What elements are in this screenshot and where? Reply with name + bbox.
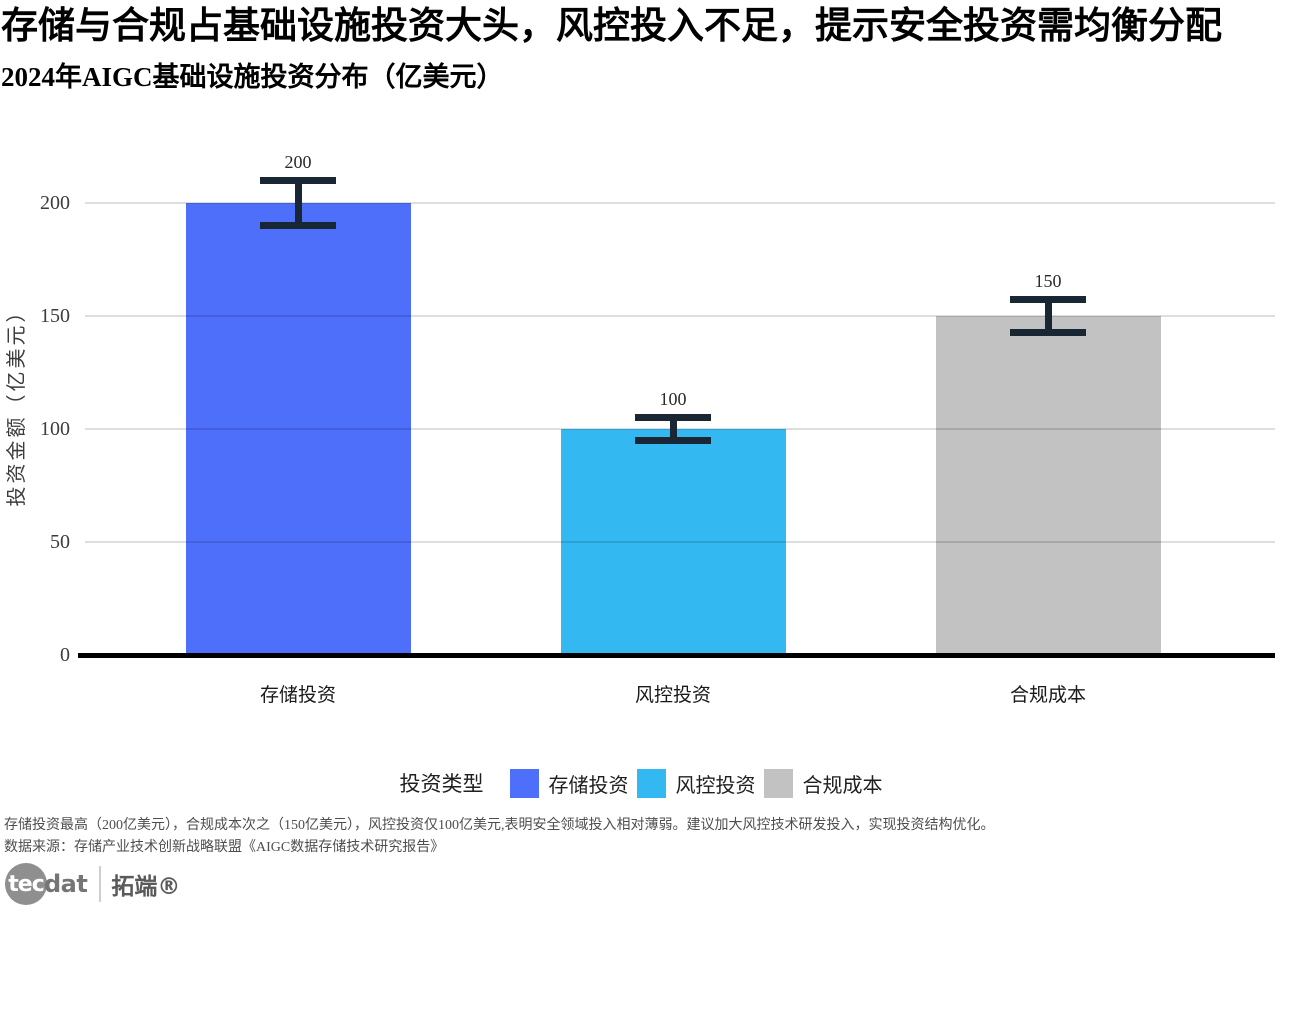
legend-label-compliance: 合规成本	[802, 774, 883, 797]
logo-text-cn: 拓端®	[111, 874, 181, 900]
bar-1	[185, 203, 411, 655]
error-bar-stem	[669, 417, 677, 441]
legend-label-storage: 存储投资	[548, 774, 629, 797]
x-axis-line	[78, 653, 1275, 658]
error-bar-stem	[1044, 299, 1052, 333]
logo-text-dat: dat	[44, 870, 88, 898]
brand-logo: tec dat 拓端®	[5, 862, 180, 906]
y-gridline	[85, 541, 1275, 543]
y-gridline	[85, 315, 1275, 317]
chart-subtitle: 2024年AIGC基础设施投资分布（亿美元）	[1, 62, 504, 92]
legend-swatch-compliance	[763, 768, 793, 798]
legend-item-compliance: 合规成本	[763, 768, 883, 798]
logo-divider	[99, 866, 102, 902]
legend-label-riskcontrol: 风控投资	[675, 774, 756, 797]
legend: 投资类型 存储投资 风控投资 合规成本	[0, 766, 1290, 800]
error-bar-stem	[294, 180, 302, 226]
legend-swatch-storage	[509, 768, 539, 798]
x-tick-label: 风控投资	[634, 685, 711, 706]
bar-value-label: 200	[284, 151, 312, 172]
bar-2	[560, 429, 786, 655]
legend-item-riskcontrol: 风控投资	[636, 768, 756, 798]
error-bar-cap-bottom	[635, 436, 711, 444]
y-tick-label: 200	[40, 192, 70, 214]
y-gridline	[85, 428, 1275, 430]
chart-title: 存储与合规占基础设施投资大头，风控投入不足，提示安全投资需均衡分配	[1, 6, 1222, 47]
legend-title: 投资类型	[399, 772, 484, 796]
bar-value-label: 100	[659, 389, 687, 410]
error-bar-cap-top	[635, 414, 711, 422]
bar-value-label: 150	[1034, 270, 1062, 291]
tecdat-logo-icon: tec	[5, 863, 47, 905]
x-tick-label: 合规成本	[1009, 685, 1086, 706]
x-tick-label: 存储投资	[259, 685, 336, 706]
y-tick-label: 50	[50, 531, 70, 553]
legend-item-storage: 存储投资	[509, 768, 629, 798]
error-bar-cap-bottom	[260, 222, 336, 230]
error-bar-cap-top	[260, 176, 336, 184]
analysis-note: 存储投资最高（200亿美元），合规成本次之（150亿美元），风控投资仅100亿美…	[4, 818, 995, 833]
y-gridline	[85, 202, 1275, 204]
y-tick-label: 150	[40, 305, 70, 327]
y-tick-label: 100	[40, 418, 70, 440]
logo-text-tec: tec	[8, 871, 44, 897]
bar-3	[935, 316, 1161, 655]
data-source: 数据来源：存储产业技术创新战略联盟《AIGC数据存储技术研究报告》	[4, 840, 445, 855]
error-bar-cap-bottom	[1010, 329, 1086, 337]
legend-swatch-riskcontrol	[636, 768, 666, 798]
y-tick-label: 0	[60, 644, 70, 666]
error-bar-cap-top	[1010, 295, 1086, 303]
